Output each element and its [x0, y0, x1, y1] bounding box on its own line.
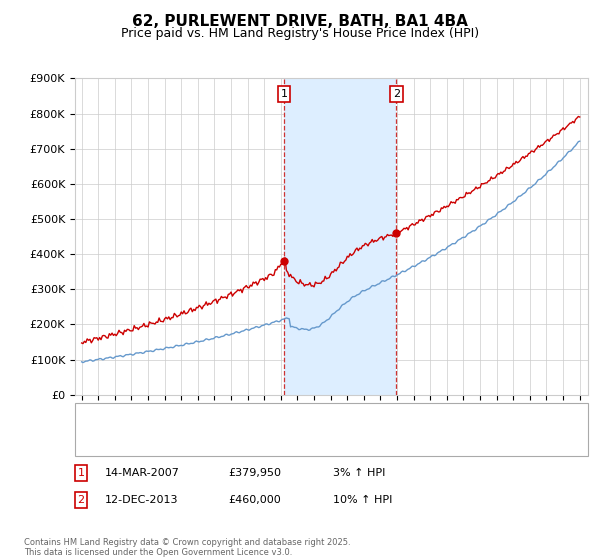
- Bar: [284, 78, 396, 395]
- Text: HPI: Average price, detached house, Bath and North East Somerset: HPI: Average price, detached house, Bath…: [108, 438, 460, 448]
- Text: £379,950: £379,950: [228, 468, 281, 478]
- Text: ——: ——: [81, 412, 106, 424]
- Text: Price paid vs. HM Land Registry's House Price Index (HPI): Price paid vs. HM Land Registry's House …: [121, 27, 479, 40]
- Text: Contains HM Land Registry data © Crown copyright and database right 2025.
This d: Contains HM Land Registry data © Crown c…: [24, 538, 350, 557]
- Text: 2: 2: [77, 495, 85, 505]
- Text: 3% ↑ HPI: 3% ↑ HPI: [333, 468, 385, 478]
- Text: 14-MAR-2007: 14-MAR-2007: [105, 468, 180, 478]
- Text: ——: ——: [81, 437, 106, 450]
- Text: 1: 1: [281, 89, 287, 99]
- Text: 1: 1: [77, 468, 85, 478]
- Text: 10% ↑ HPI: 10% ↑ HPI: [333, 495, 392, 505]
- Text: 62, PURLEWENT DRIVE, BATH, BA1 4BA (detached house): 62, PURLEWENT DRIVE, BATH, BA1 4BA (deta…: [108, 413, 407, 423]
- Text: 62, PURLEWENT DRIVE, BATH, BA1 4BA: 62, PURLEWENT DRIVE, BATH, BA1 4BA: [132, 14, 468, 29]
- Text: £460,000: £460,000: [228, 495, 281, 505]
- Text: 12-DEC-2013: 12-DEC-2013: [105, 495, 179, 505]
- Text: 2: 2: [392, 89, 400, 99]
